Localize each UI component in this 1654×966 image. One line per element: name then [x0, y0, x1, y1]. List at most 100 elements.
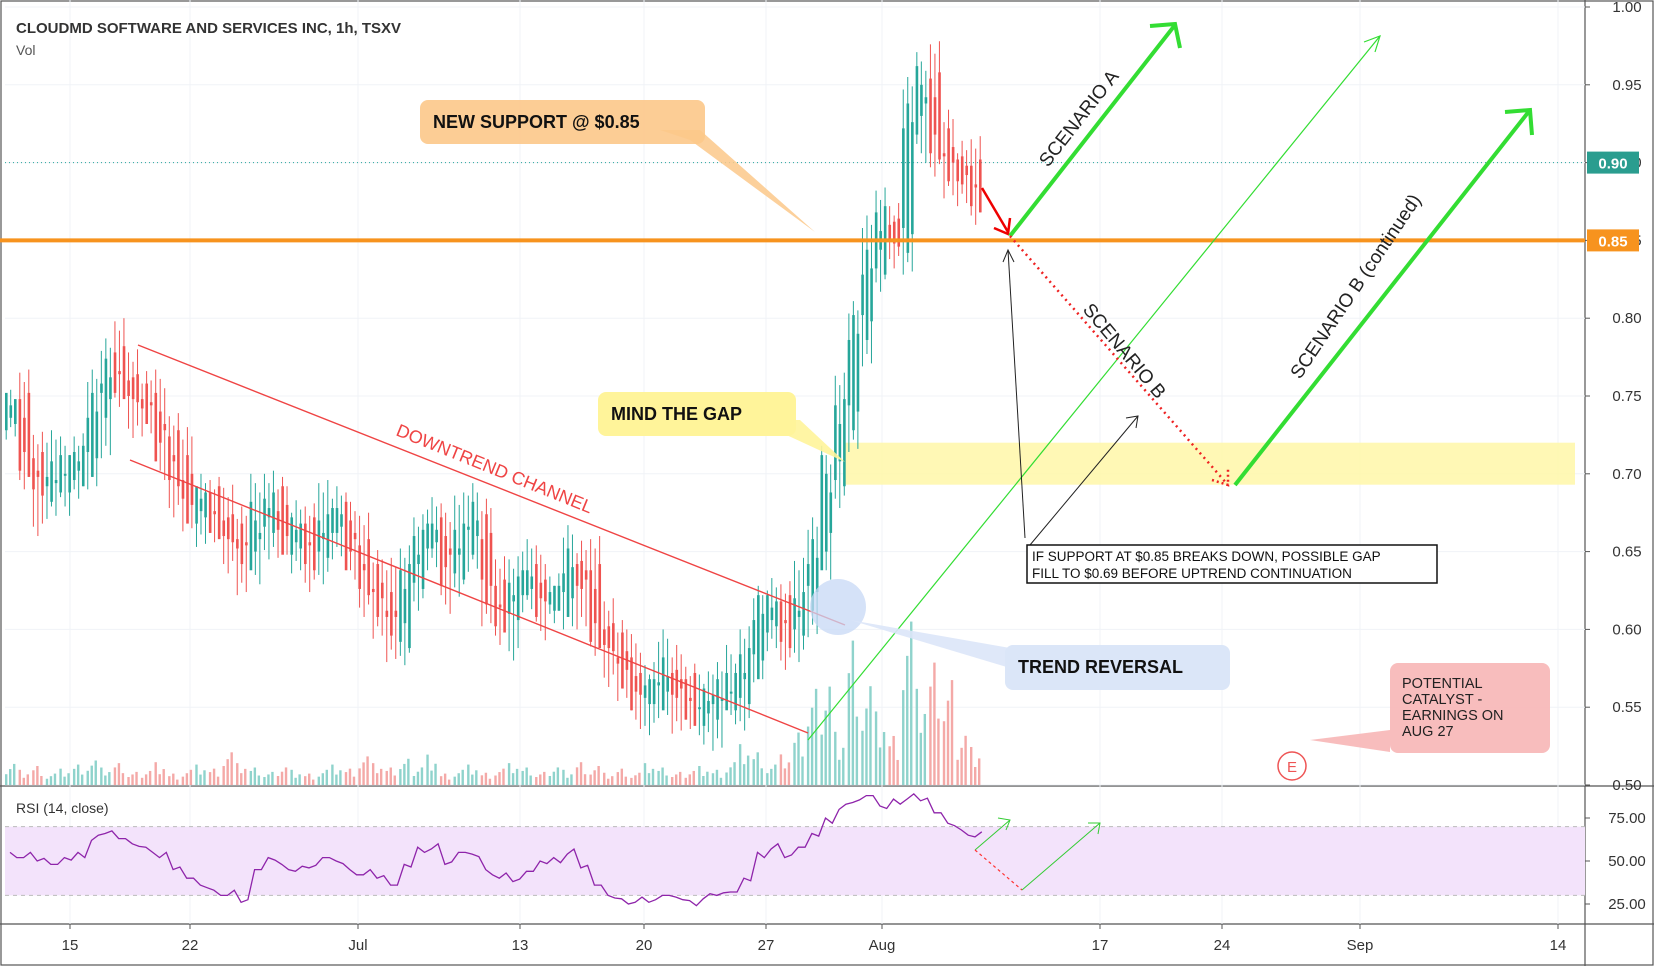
volume-bar — [923, 713, 927, 785]
uptrend-arrowhead — [1363, 35, 1381, 53]
candle-body — [245, 542, 248, 546]
candle-body — [621, 632, 624, 689]
candle-body — [657, 682, 660, 686]
trend-reversal-tail — [850, 620, 1010, 668]
volume-bar — [267, 774, 270, 785]
volume-bar — [869, 686, 872, 785]
candle-body — [444, 536, 448, 568]
volume-bar — [638, 772, 641, 785]
volume-bar — [379, 768, 383, 785]
candle-body — [136, 374, 139, 403]
candle-body — [865, 249, 869, 340]
candle-body — [924, 97, 928, 104]
candle-body — [358, 545, 361, 589]
candle-body — [684, 679, 688, 720]
volume-bar — [950, 680, 954, 785]
volume-bar — [882, 732, 886, 785]
candle-body — [113, 352, 117, 393]
pointer-to-gap-head — [1125, 415, 1139, 429]
volume-bar — [127, 777, 130, 785]
candle-body — [815, 557, 819, 593]
candle-body — [503, 579, 506, 633]
price-badge-bg — [1587, 229, 1639, 252]
volume-bar — [140, 777, 144, 785]
candle-body — [666, 676, 669, 692]
candle-body — [652, 679, 656, 705]
volume-bar — [820, 734, 823, 785]
volume-bar — [9, 769, 12, 785]
volume-bar — [892, 735, 895, 785]
candle-body — [603, 629, 606, 645]
volume-bar — [453, 776, 456, 785]
volume-bar — [929, 686, 932, 785]
volume-bar — [298, 774, 301, 785]
volume-bar — [851, 640, 855, 785]
candle-body — [951, 147, 955, 163]
candle-body — [752, 620, 756, 655]
volume-bar — [100, 767, 103, 785]
candle-body — [399, 570, 402, 642]
candle-body — [911, 122, 914, 235]
new-support-label: NEW SUPPORT @ $0.85 — [433, 112, 640, 132]
volume-bar — [698, 766, 701, 785]
candle-body — [467, 526, 470, 530]
volume-bar — [222, 766, 225, 785]
candle-body — [892, 221, 896, 244]
price-axis-label: 0.65 — [1612, 544, 1641, 561]
candle-body — [240, 523, 244, 565]
volume-bar — [304, 776, 307, 785]
candle-body — [824, 473, 828, 552]
candle-body — [258, 532, 262, 540]
volume-bar — [760, 768, 763, 785]
volume-bar — [589, 774, 592, 785]
volume-bar — [104, 775, 107, 785]
candle-body — [480, 539, 484, 580]
volume-bar — [956, 759, 959, 785]
candle-body — [580, 560, 583, 589]
volume-bar — [72, 768, 76, 785]
candle-body — [371, 588, 375, 593]
candle-body — [435, 529, 438, 543]
pointer-to-gap — [1029, 415, 1139, 546]
volume-bar — [674, 774, 678, 785]
volume-bar — [32, 770, 35, 785]
candle-body — [380, 582, 384, 599]
volume-bar — [290, 769, 293, 785]
volume-bar — [86, 770, 89, 785]
candle-body — [36, 470, 40, 477]
time-axis-label: Aug — [869, 937, 896, 954]
volume-bar — [896, 759, 899, 785]
rsi-axis-label: 50.00 — [1608, 853, 1646, 870]
candle-body — [661, 657, 665, 711]
candle-body — [426, 523, 429, 549]
price-axis-label: 0.50 — [1612, 777, 1641, 794]
volume-bar — [579, 762, 583, 785]
volume-bar — [719, 777, 723, 785]
volume-bar — [135, 771, 138, 785]
volume-bar — [797, 732, 800, 785]
volume-bar — [874, 711, 878, 785]
price-axis-label: 0.70 — [1612, 466, 1641, 483]
candle-body — [861, 274, 864, 316]
price-badge-label: 0.85 — [1598, 233, 1627, 250]
candle-body — [322, 532, 325, 540]
rsi-scenario-b-dotted — [974, 849, 1023, 891]
candle-body — [856, 333, 860, 412]
candle-body — [231, 514, 235, 543]
volume-bar — [257, 775, 261, 785]
catalyst-line: CATALYST - — [1402, 692, 1482, 708]
scenario-a-arrowhead — [1149, 21, 1182, 49]
candle-body — [462, 523, 466, 580]
candle-body — [947, 128, 950, 182]
volume-bar — [366, 756, 369, 785]
volume-bar — [814, 688, 818, 785]
volume-bar — [616, 772, 620, 785]
candle-body — [612, 623, 615, 652]
candle-body — [489, 532, 493, 586]
candle-body — [834, 405, 837, 481]
volume-bar — [970, 747, 973, 785]
catalyst-line: AUG 27 — [1402, 724, 1454, 740]
candle-body — [852, 315, 855, 431]
